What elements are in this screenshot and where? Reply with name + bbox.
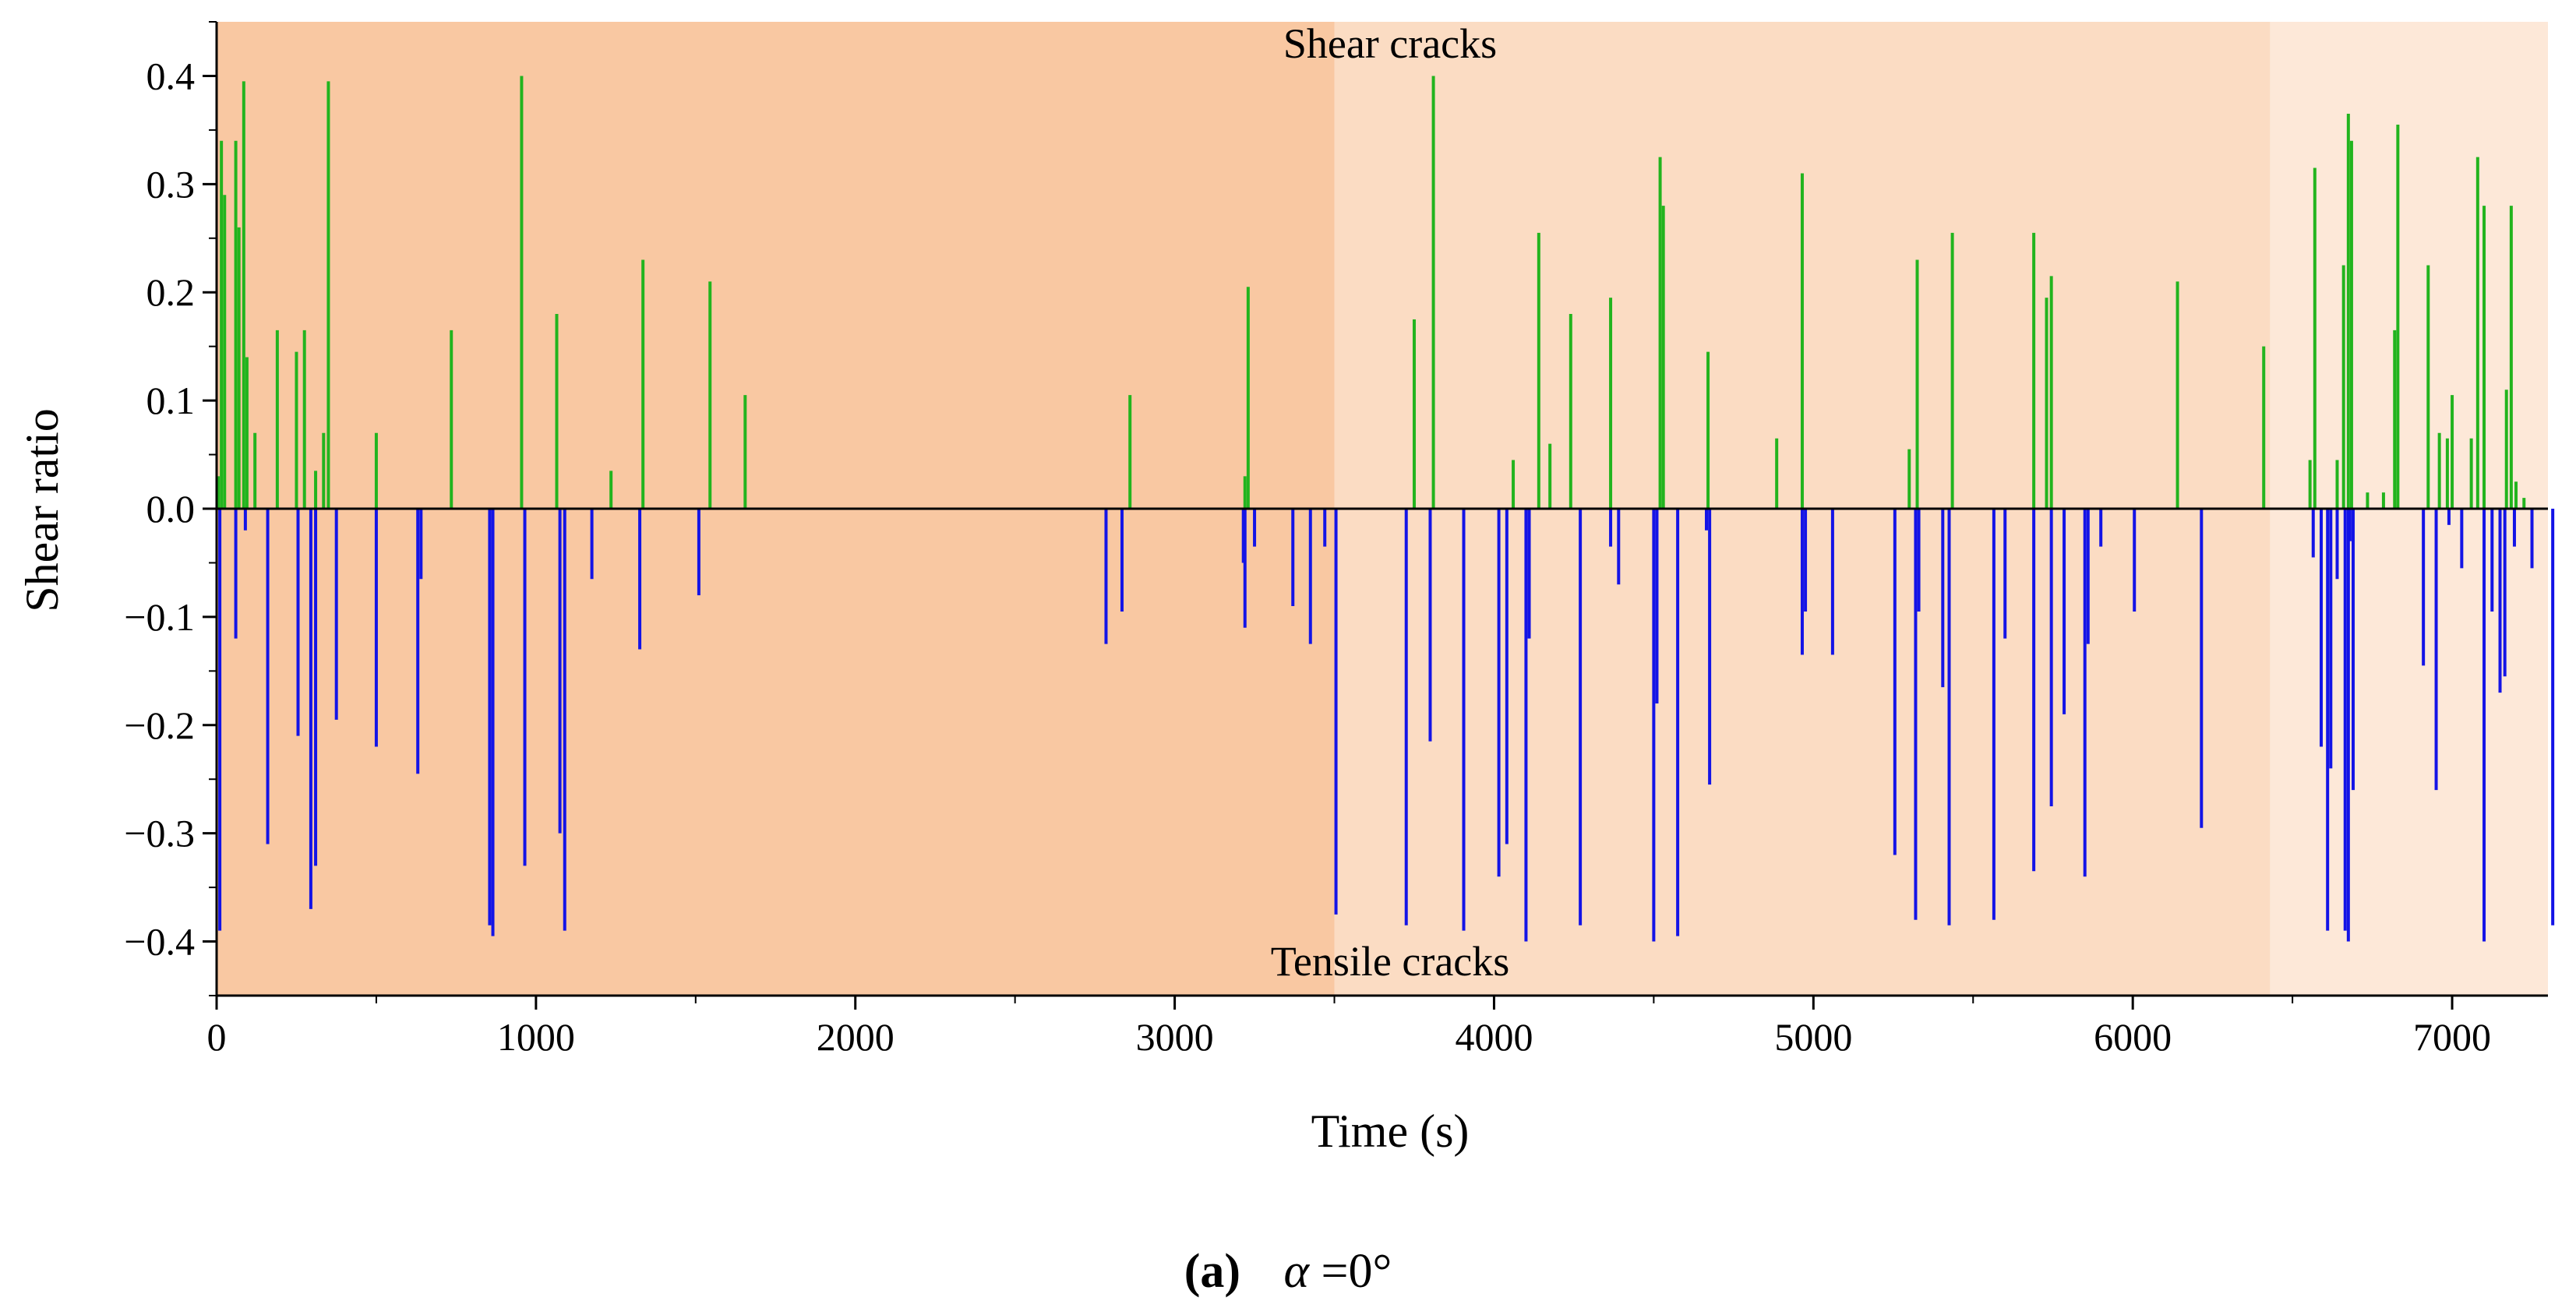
y-tick-label: −0.2 [124, 703, 195, 747]
x-tick-label: 4000 [1455, 1015, 1533, 1059]
y-tick-label: 0.2 [146, 270, 196, 314]
x-axis-title: Time (s) [1311, 1105, 1470, 1157]
y-tick-label: 0.4 [146, 54, 196, 97]
caption-rest: =0° [1322, 1245, 1392, 1298]
x-tick-label: 2000 [817, 1015, 895, 1059]
y-axis-title: Shear ratio [16, 408, 68, 612]
axes [203, 21, 2548, 1010]
annotation-tensile-cracks: Tensile cracks [1271, 938, 1510, 985]
x-tick-label: 5000 [1774, 1015, 1852, 1059]
y-tick-label: −0.1 [124, 595, 195, 639]
caption-greek: α [1283, 1245, 1310, 1298]
y-tick-label: 0.1 [146, 379, 196, 422]
figure-caption: (a) α =0° [1184, 1245, 1392, 1298]
x-tick-label: 0 [207, 1015, 227, 1059]
y-tick-label: 0.0 [146, 487, 196, 531]
x-tick-label: 1000 [497, 1015, 575, 1059]
y-tick-label: −0.3 [124, 812, 195, 855]
caption-label: (a) [1184, 1245, 1240, 1298]
x-tick-label: 6000 [2094, 1015, 2172, 1059]
tick-labels: 0 1000 2000 3000 4000 5000 6000 7000 0.4 0.3 0.2 0.… [124, 54, 2491, 1059]
x-tick-label: 7000 [2413, 1015, 2491, 1059]
y-tick-label: 0.3 [146, 162, 196, 206]
annotation-shear-cracks: Shear cracks [1283, 20, 1497, 67]
bars [217, 76, 2555, 942]
x-tick-label: 3000 [1136, 1015, 1214, 1059]
y-tick-label: −0.4 [124, 920, 195, 964]
